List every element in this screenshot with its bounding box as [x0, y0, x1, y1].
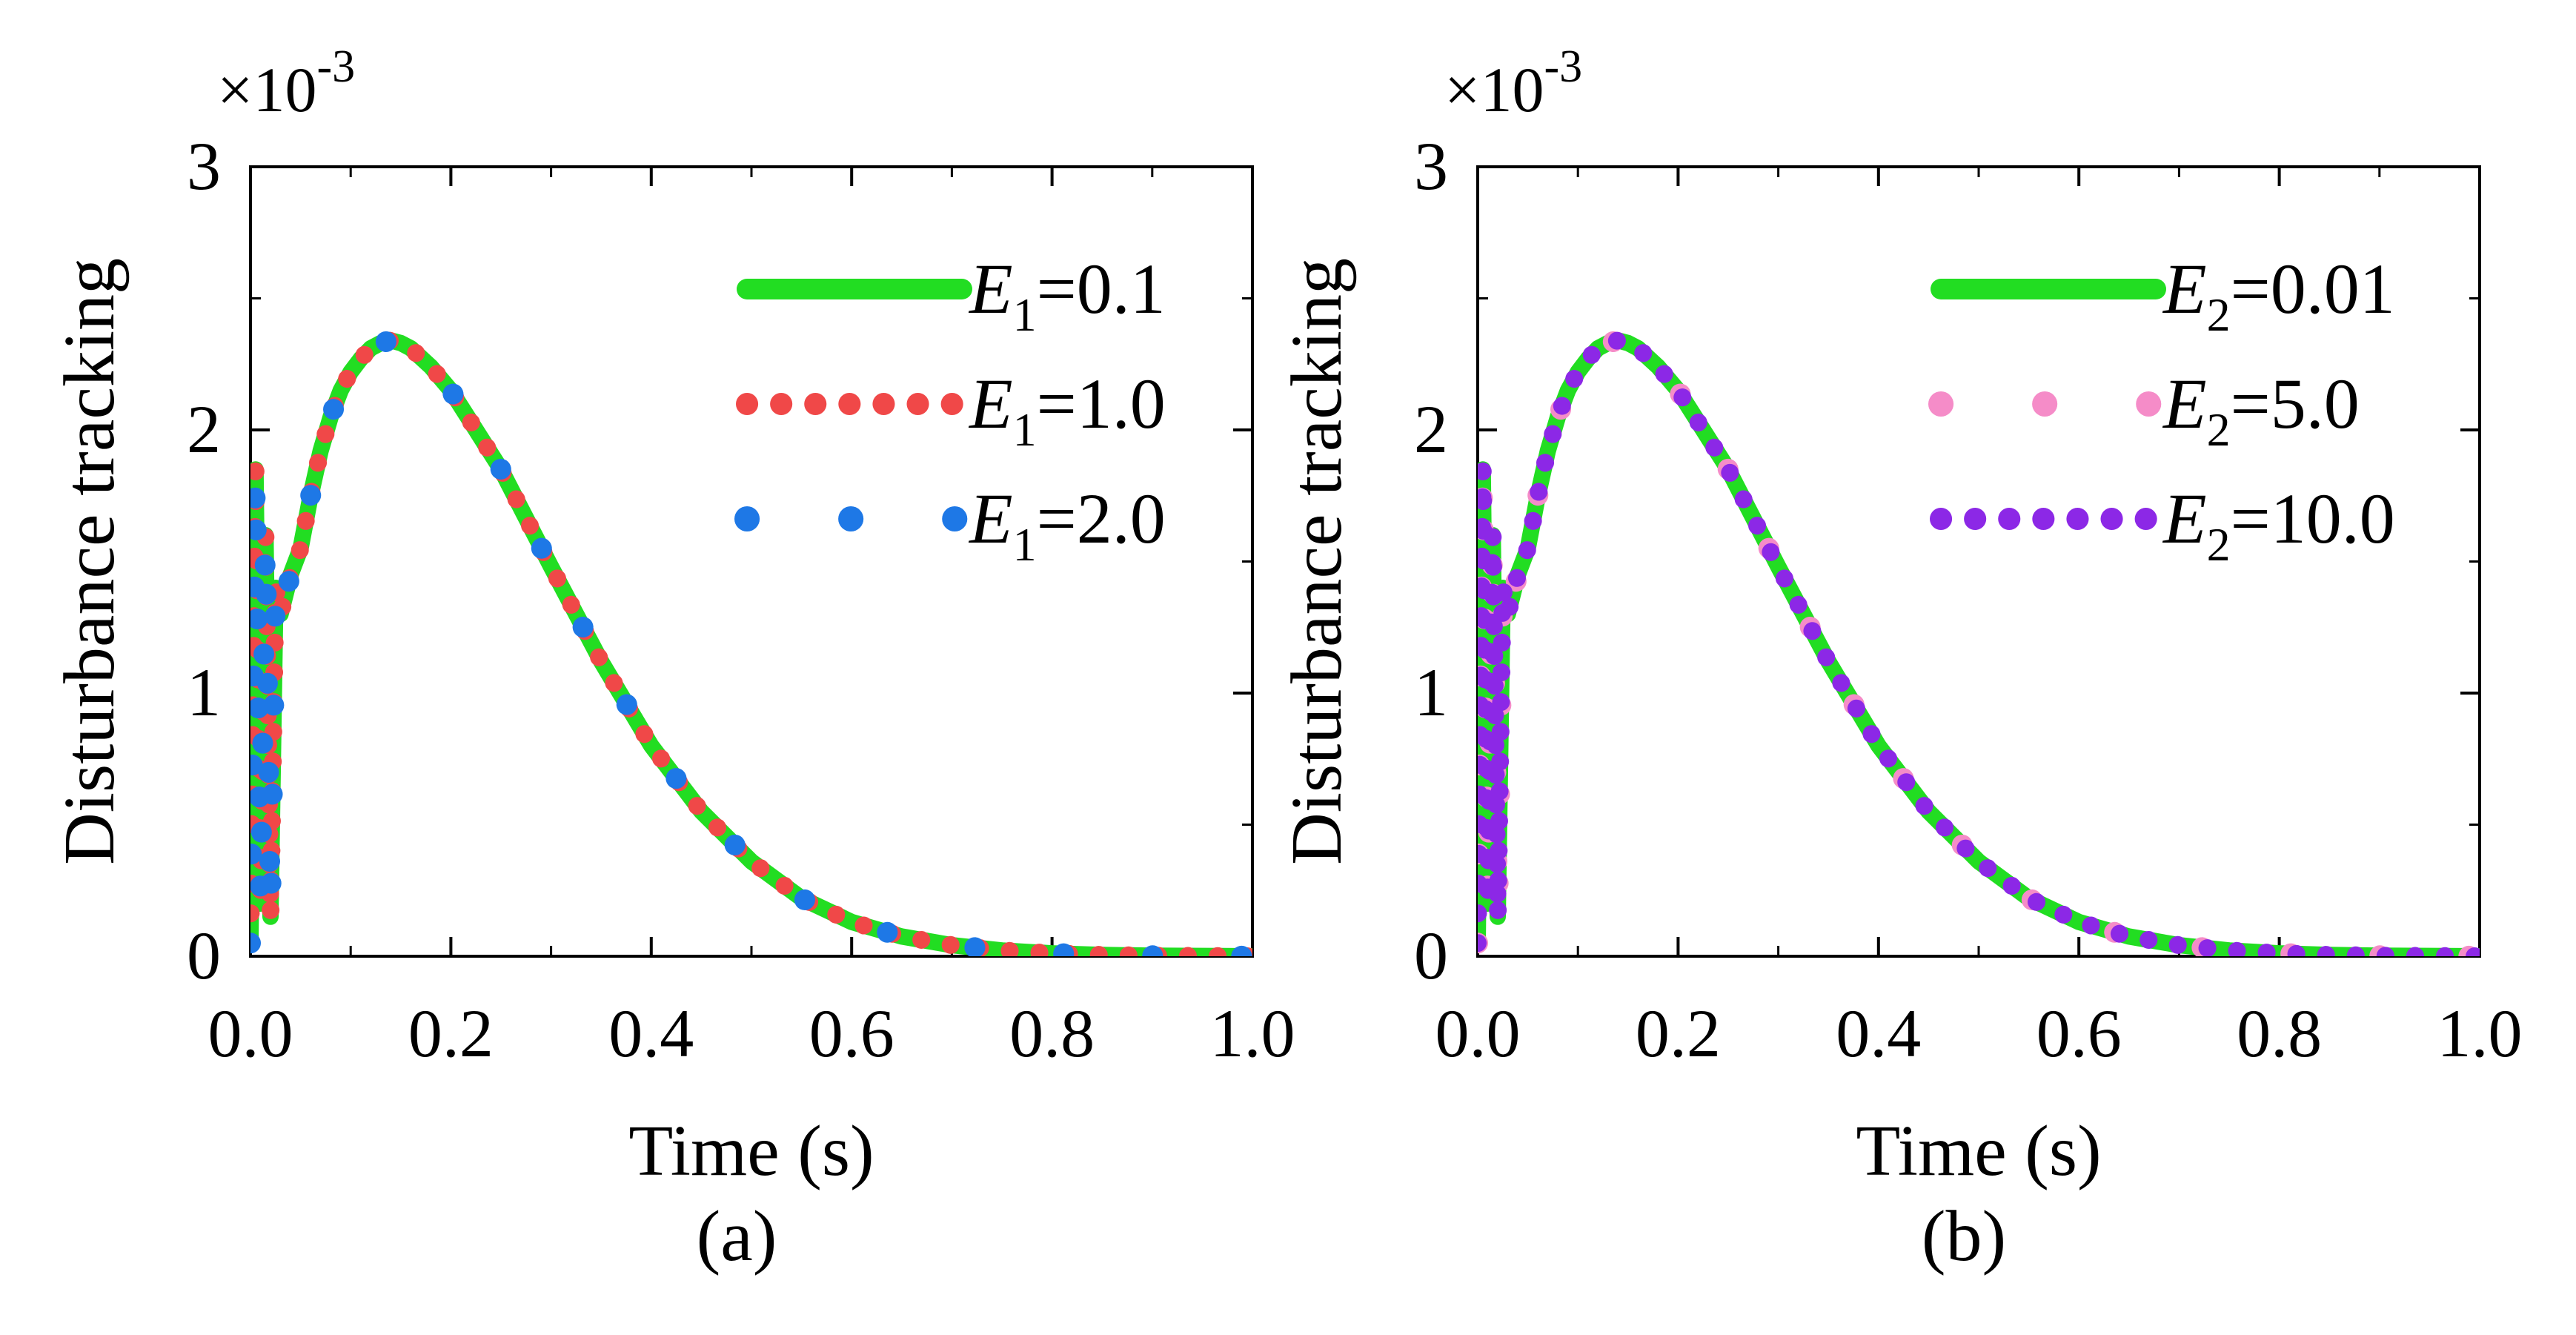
series-line-2: [250, 331, 1252, 956]
legend-label-3: E1=2.0: [968, 479, 1166, 571]
x-tick-label: 0.6: [2036, 996, 2122, 1071]
legend-label-2: E1=1.0: [968, 364, 1166, 456]
x-tick-label: 1.0: [1210, 996, 1295, 1071]
legend-subscript: 1: [1013, 403, 1037, 456]
legend-value: =0.1: [1037, 249, 1166, 328]
y-tick-label: 1: [187, 655, 221, 730]
x-axis-title: Time (s): [1856, 1111, 2101, 1191]
y-tick-label: 3: [1414, 128, 1448, 204]
legend-label-3: E2=10.0: [2162, 479, 2395, 571]
y-scale-label: ×10-3: [1444, 42, 1582, 125]
legend-label-1: E1=0.1: [968, 249, 1166, 341]
legend: E1=0.1E1=1.0E1=2.0: [734, 249, 1166, 571]
legend-symbol: E: [2162, 479, 2207, 558]
y-tick-label: 1: [1414, 655, 1448, 730]
legend-symbol: E: [968, 249, 1013, 328]
panel-a: 0.0 0.2 0.4 0.6 0.8 1.0 0 1 2 3×10-3 Time (s) Distu…: [50, 42, 1295, 1276]
x-tick-label: 0.8: [2237, 996, 2322, 1071]
panel-label: (b): [1922, 1196, 2006, 1276]
scale-base: ×10: [1444, 54, 1544, 125]
y-tick-label: 2: [1414, 391, 1448, 467]
y-tick-label: 0: [187, 918, 221, 993]
x-tick-label: 0.0: [208, 996, 293, 1071]
legend-subscript: 2: [2207, 403, 2231, 456]
scale-exponent: -3: [1544, 42, 1583, 92]
legend-label-2: E2=5.0: [2162, 364, 2360, 456]
legend-subscript: 1: [1013, 288, 1037, 341]
legend-value: =10.0: [2231, 479, 2395, 558]
legend-value: =2.0: [1037, 479, 1166, 558]
y-tick-label: 2: [187, 391, 221, 467]
y-axis-title: Disturbance tracking: [50, 258, 130, 865]
x-tick-label: 0.4: [608, 996, 694, 1071]
y-tick-label: 0: [1414, 918, 1448, 993]
legend-symbol: E: [2162, 364, 2207, 443]
legend-symbol: E: [968, 479, 1013, 558]
legend-symbol: E: [2162, 249, 2207, 328]
legend-subscript: 1: [1013, 518, 1037, 571]
legend-value: =5.0: [2231, 364, 2360, 443]
y-axis-title: Disturbance tracking: [1277, 258, 1357, 865]
x-tick-label: 0.6: [809, 996, 894, 1071]
x-tick-label: 0.8: [1009, 996, 1095, 1071]
legend-symbol: E: [968, 364, 1013, 443]
legend-value: =1.0: [1037, 364, 1166, 443]
scale-base: ×10: [217, 54, 317, 125]
legend-value: =0.01: [2231, 249, 2395, 328]
x-tick-label: 0.4: [1836, 996, 1921, 1071]
legend-label-1: E2=0.01: [2162, 249, 2395, 341]
legend-subscript: 2: [2207, 518, 2231, 571]
x-tick-label: 0.2: [1636, 996, 1721, 1071]
x-tick-label: 0.0: [1435, 996, 1521, 1071]
x-tick-label: 0.2: [408, 996, 494, 1071]
y-scale-label: ×10-3: [217, 42, 355, 125]
scale-exponent: -3: [317, 42, 356, 92]
y-tick-label: 3: [187, 128, 221, 204]
series-line-3: [1478, 331, 2480, 956]
panel-b: 0.0 0.2 0.4 0.6 0.8 1.0 0 1 2 3×10-3 Time (s) Distu…: [1277, 42, 2523, 1276]
panel-label: (a): [697, 1196, 777, 1276]
x-axis-title: Time (s): [628, 1111, 874, 1191]
legend-subscript: 2: [2207, 288, 2231, 341]
x-tick-label: 1.0: [2437, 996, 2523, 1071]
